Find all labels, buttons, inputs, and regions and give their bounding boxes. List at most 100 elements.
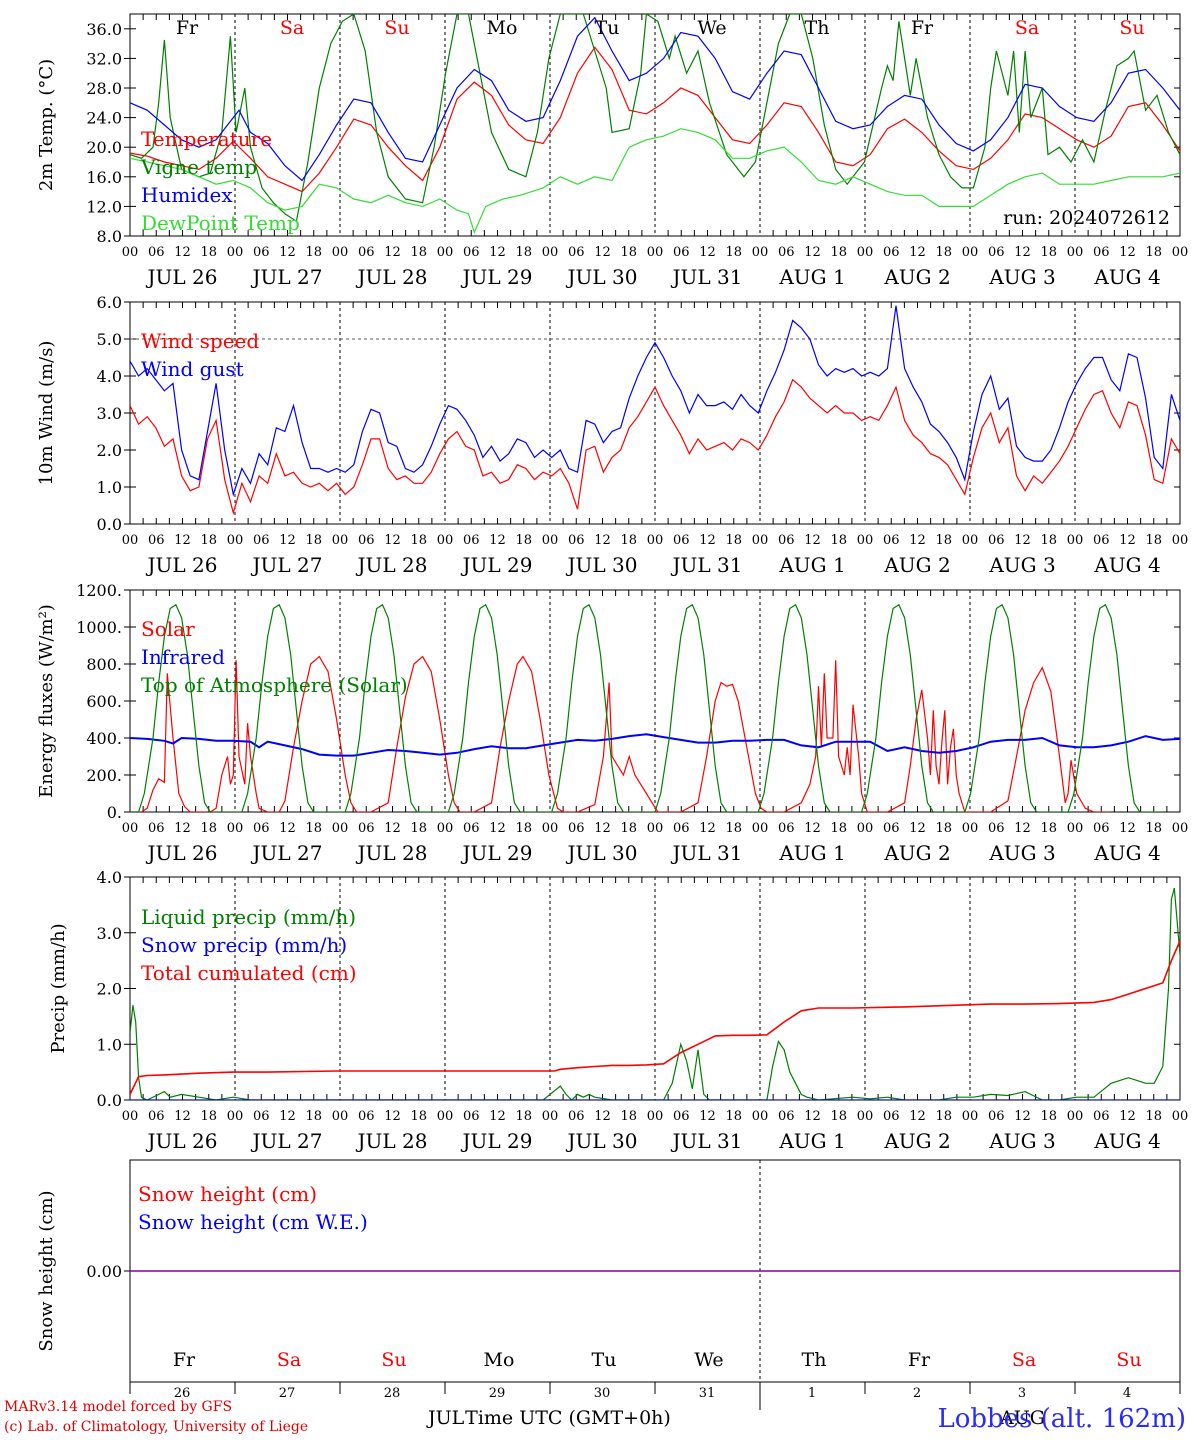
hour-tick-label: 06 (778, 1109, 795, 1124)
hour-tick-label: 18 (200, 1109, 217, 1124)
date-label: AUG 1 (778, 553, 845, 577)
hour-tick-label: 18 (410, 1109, 427, 1124)
weekday-label-top: We (697, 17, 726, 39)
hour-tick-label: 00 (437, 245, 454, 260)
date-label: JUL 27 (251, 841, 323, 865)
hour-tick-label: 12 (699, 821, 716, 836)
hour-tick-label: 00 (227, 1109, 244, 1124)
hour-tick-label: 18 (305, 1109, 322, 1124)
hour-tick-label: 00 (752, 245, 769, 260)
date-label: JUL 31 (671, 1129, 743, 1153)
hour-tick-label: 00 (437, 1109, 454, 1124)
hour-tick-label: 00 (857, 245, 874, 260)
legend-entry: Wind gust (141, 357, 244, 381)
date-label: JUL 29 (461, 553, 533, 577)
hour-tick-label: 06 (988, 245, 1005, 260)
hour-tick-label: 12 (699, 1109, 716, 1124)
legend-entry: Temperature (141, 127, 272, 151)
hour-tick-label: 06 (568, 1109, 585, 1124)
hour-tick-label: 12 (804, 245, 821, 260)
date-label: AUG 3 (988, 265, 1055, 289)
series-line-1 (130, 378, 1180, 516)
hour-tick-label: 12 (699, 533, 716, 548)
hour-tick-label: 12 (594, 533, 611, 548)
hour-tick-label: 18 (1145, 1109, 1162, 1124)
hour-tick-label: 00 (542, 821, 559, 836)
hour-tick-label: 18 (1145, 245, 1162, 260)
panel-3: 0. 200. 400. 600. 800. 1000. 1200. Energy fluxe… (36, 581, 1188, 865)
hour-tick-label: 18 (620, 1109, 637, 1124)
day-number-label: 26 (174, 1386, 191, 1401)
hour-tick-label: 00 (857, 533, 874, 548)
date-label: JUL 30 (566, 553, 638, 577)
hour-tick-label: 06 (253, 821, 270, 836)
date-label: AUG 1 (778, 841, 845, 865)
weekday-label-bottom: Sa (277, 1349, 301, 1371)
date-label: AUG 2 (883, 265, 950, 289)
weekday-label-bottom: Th (802, 1349, 827, 1371)
y-tick-label: 0. (107, 803, 122, 822)
hour-tick-label: 06 (358, 245, 375, 260)
hour-tick-label: 12 (489, 533, 506, 548)
date-label: JUL 30 (566, 265, 638, 289)
y-tick-label: 8.0 (97, 227, 122, 246)
hour-tick-label: 12 (804, 533, 821, 548)
panel-5: 0.00 Snow height (cm) Snow height (cm) Snow… (36, 1159, 1181, 1383)
hour-tick-label: 00 (1172, 245, 1189, 260)
hour-tick-label: 00 (332, 245, 349, 260)
y-tick-label: 600. (86, 692, 122, 711)
date-label: JUL 29 (461, 841, 533, 865)
hour-tick-label: 00 (752, 821, 769, 836)
hour-tick-label: 06 (673, 1109, 690, 1124)
hour-tick-label: 12 (279, 245, 296, 260)
weekday-label-top: Sa (1015, 17, 1039, 39)
hour-tick-label: 00 (437, 533, 454, 548)
date-label: AUG 1 (778, 1129, 845, 1153)
date-label: JUL 30 (566, 1129, 638, 1153)
hour-tick-label: 12 (1014, 1109, 1031, 1124)
hour-tick-label: 00 (332, 533, 349, 548)
weekday-label-top: Sa (280, 17, 304, 39)
date-label: JUL 26 (146, 841, 218, 865)
hour-tick-label: 18 (1040, 533, 1057, 548)
x-axis-label: Time UTC (GMT+0h) (465, 1407, 671, 1429)
hour-tick-label: 12 (1119, 245, 1136, 260)
hour-tick-label: 18 (725, 821, 742, 836)
y-tick-label: 1.0 (97, 1035, 122, 1054)
hour-tick-label: 06 (568, 821, 585, 836)
hour-tick-label: 00 (332, 1109, 349, 1124)
y-axis-label: 10m Wind (m/s) (36, 341, 57, 486)
hour-tick-label: 12 (1119, 1109, 1136, 1124)
series-line-3 (130, 940, 1180, 1095)
hour-tick-label: 06 (253, 245, 270, 260)
hour-tick-label: 12 (384, 533, 401, 548)
legend-entry: Snow height (cm) (138, 1182, 317, 1206)
hour-tick-label: 18 (1040, 1109, 1057, 1124)
hour-tick-label: 12 (279, 821, 296, 836)
hour-tick-label: 18 (515, 245, 532, 260)
run-annotation: run: 2024072612 (1003, 207, 1170, 229)
hour-tick-label: 00 (647, 533, 664, 548)
legend-entry: Vigne temp (140, 155, 257, 179)
hour-tick-label: 12 (804, 1109, 821, 1124)
hour-tick-label: 06 (883, 533, 900, 548)
hour-tick-label: 06 (463, 1109, 480, 1124)
hour-tick-label: 18 (725, 533, 742, 548)
hour-tick-label: 18 (410, 533, 427, 548)
date-label: AUG 1 (778, 265, 845, 289)
hour-tick-label: 00 (542, 245, 559, 260)
weekday-label-top: Fr (911, 17, 934, 39)
hour-tick-label: 12 (279, 1109, 296, 1124)
weekday-label-top: Fr (176, 17, 199, 39)
legend-entry: DewPoint Temp (141, 211, 300, 235)
series-line-2 (130, 14, 1180, 223)
date-label: AUG 4 (1093, 1129, 1160, 1153)
y-tick-label: 16.0 (86, 168, 122, 187)
hour-tick-label: 18 (1040, 245, 1057, 260)
y-tick-label: 0.00 (86, 1262, 122, 1281)
hour-tick-label: 12 (279, 533, 296, 548)
hour-tick-label: 12 (174, 1109, 191, 1124)
legend-entry: Solar (141, 617, 195, 641)
series-line-2 (130, 305, 1180, 497)
hour-tick-label: 06 (1093, 1109, 1110, 1124)
